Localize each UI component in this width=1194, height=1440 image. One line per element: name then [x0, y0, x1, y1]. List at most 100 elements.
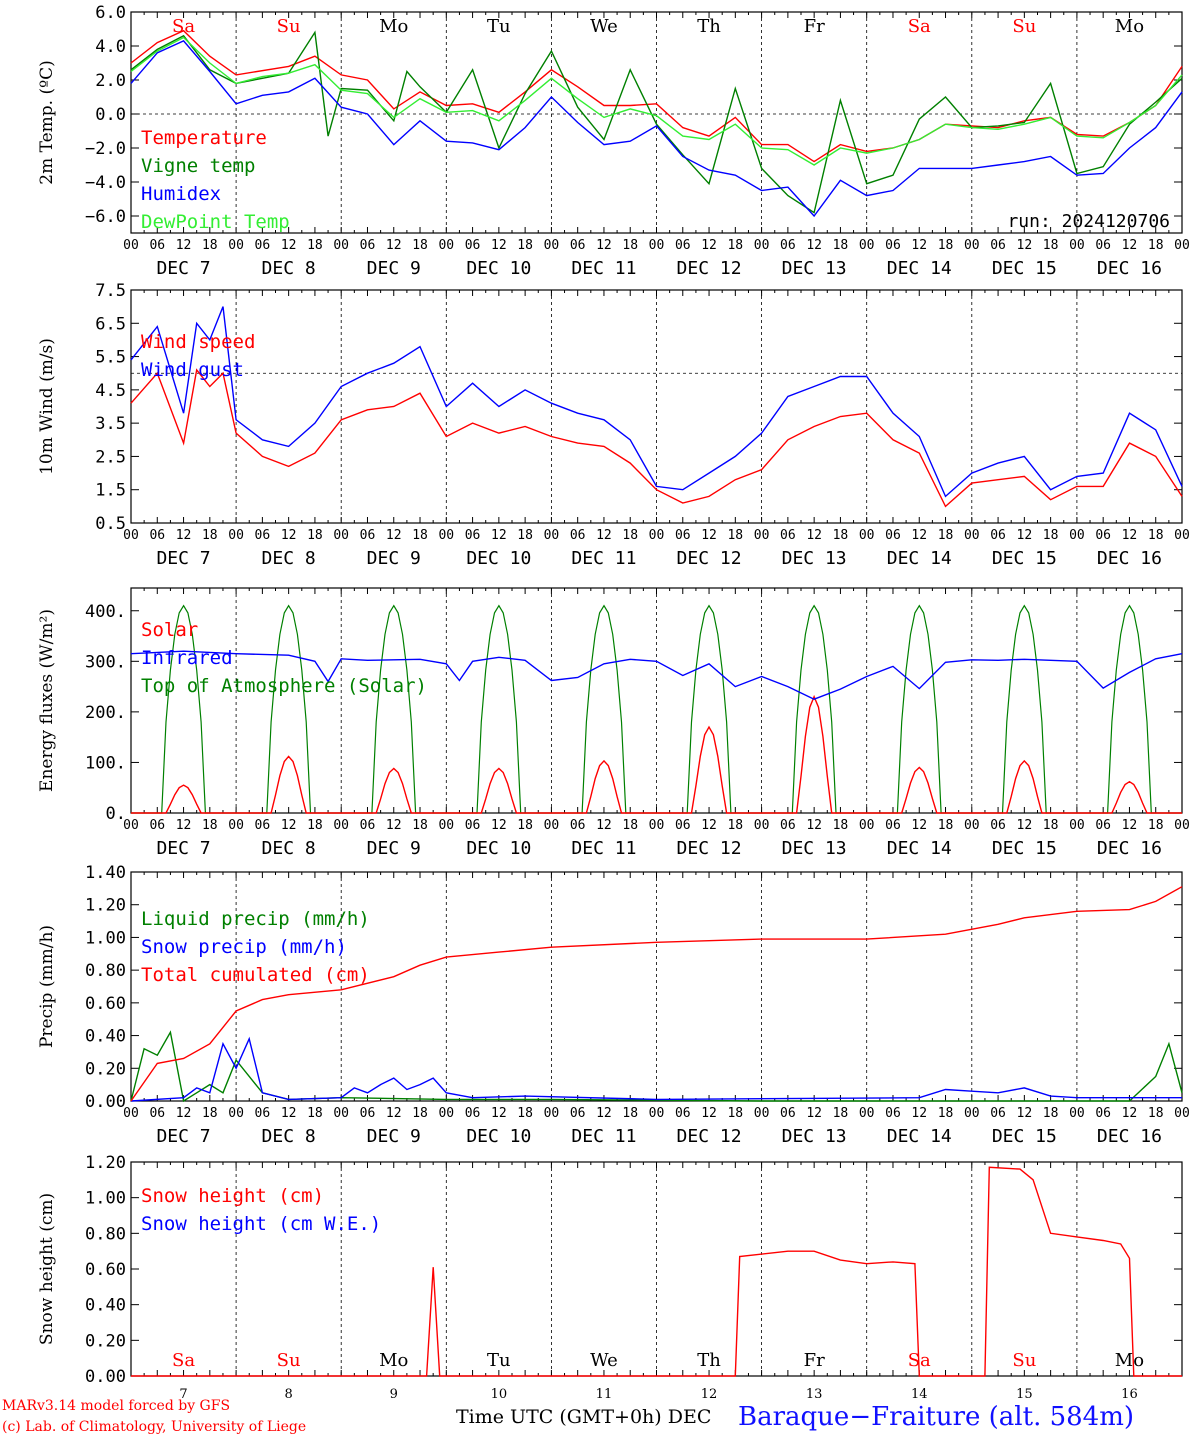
- hour-tick-label: 18: [412, 818, 428, 833]
- hour-tick-label: 18: [1148, 238, 1164, 253]
- y-tick-label: 5.5: [95, 348, 126, 368]
- hour-tick-label: 06: [149, 238, 165, 253]
- day-label: DEC 10: [466, 838, 531, 859]
- day-label: DEC 15: [992, 548, 1057, 569]
- hour-tick-label: 06: [570, 1106, 586, 1121]
- hour-tick-label: 00: [544, 818, 560, 833]
- weekday-label: Sa: [172, 16, 195, 37]
- hour-tick-label: 00: [544, 528, 560, 543]
- legend-entry: Top of Atmosphere (Solar): [141, 675, 427, 697]
- hour-tick-label: 06: [1095, 1106, 1111, 1121]
- y-tick-label: 6.0: [95, 3, 126, 23]
- hour-tick-label: 06: [885, 528, 901, 543]
- day-label: 12: [701, 1387, 718, 1402]
- day-label: DEC 13: [782, 258, 847, 279]
- hour-tick-label: 18: [307, 238, 323, 253]
- day-label: DEC 16: [1097, 1126, 1162, 1147]
- hour-tick-label: 06: [149, 528, 165, 543]
- hour-tick-label: 12: [911, 238, 927, 253]
- y-axis-label: Snow height (cm): [37, 1193, 57, 1345]
- legend-entry: Snow precip (mm/h): [141, 936, 347, 958]
- day-label: DEC 8: [262, 1126, 316, 1147]
- series-line-infrared: [130, 650, 1183, 700]
- y-tick-label: 0.: [106, 804, 126, 824]
- hour-tick-label: 18: [833, 1106, 849, 1121]
- hour-tick-label: 12: [806, 1106, 822, 1121]
- day-label: DEC 12: [677, 258, 742, 279]
- day-label: DEC 12: [677, 548, 742, 569]
- hour-tick-label: 18: [938, 238, 954, 253]
- weekday-label: Fr: [804, 16, 825, 37]
- day-label: DEC 12: [677, 838, 742, 859]
- hour-tick-label: 12: [911, 1106, 927, 1121]
- hour-tick-label: 12: [176, 1106, 192, 1121]
- weekday-label: Fr: [804, 1350, 825, 1371]
- hour-tick-label: 18: [202, 528, 218, 543]
- hour-tick-label: 12: [386, 818, 402, 833]
- hour-tick-label: 12: [701, 1106, 717, 1121]
- y-tick-label: 0.0: [95, 105, 126, 125]
- day-label: 16: [1121, 1387, 1138, 1402]
- hour-tick-label: 18: [938, 818, 954, 833]
- hour-tick-label: 00: [649, 528, 665, 543]
- panel-2: 7.5 6.5 5.5 4.5 3.5 2.5 1.5 0.5 10m Wind (m/s) 00…: [37, 281, 1190, 569]
- hour-tick-label: 00: [333, 818, 349, 833]
- day-label: DEC 16: [1097, 258, 1162, 279]
- y-tick-label: −6.0: [85, 207, 126, 227]
- hour-tick-label: 06: [780, 818, 796, 833]
- weekday-label: Su: [1012, 1350, 1036, 1371]
- hour-tick-label: 00: [1069, 238, 1085, 253]
- weekday-label: Su: [277, 1350, 301, 1371]
- y-tick-label: 0.20: [85, 1059, 126, 1079]
- hour-tick-label: 00: [1069, 528, 1085, 543]
- hour-tick-label: 00: [333, 528, 349, 543]
- time-axis-label: Time UTC (GMT+0h) DEC: [456, 1406, 712, 1428]
- legend-entry: Temperature: [141, 127, 267, 149]
- hour-tick-label: 12: [176, 818, 192, 833]
- weekday-label: Tu: [487, 16, 511, 37]
- y-tick-label: 0.00: [85, 1367, 126, 1387]
- legend-entry: Wind speed: [141, 331, 255, 353]
- legend-entry: Snow height (cm): [141, 1185, 324, 1207]
- y-tick-label: 1.20: [85, 1153, 126, 1173]
- y-axis-label: 2m Temp. (ºC): [37, 60, 57, 185]
- hour-tick-label: 18: [833, 528, 849, 543]
- y-tick-label: 0.00: [85, 1092, 126, 1112]
- hour-tick-label: 06: [360, 818, 376, 833]
- run-label: run: 2024120706: [1007, 211, 1170, 232]
- hour-tick-label: 12: [491, 528, 507, 543]
- weekday-label: We: [590, 16, 618, 37]
- hour-tick-label: 18: [517, 528, 533, 543]
- day-label: 11: [596, 1387, 613, 1402]
- y-axis-label: Precip (mm/h): [37, 925, 57, 1048]
- hour-tick-label: 12: [281, 818, 297, 833]
- hour-tick-label: 12: [281, 528, 297, 543]
- hour-tick-label: 00: [1069, 1106, 1085, 1121]
- hour-tick-label: 18: [412, 528, 428, 543]
- legend-entry: Solar: [141, 619, 198, 641]
- hour-tick-label: 18: [517, 818, 533, 833]
- y-tick-label: 7.5: [95, 281, 126, 301]
- y-tick-label: 0.5: [95, 514, 126, 534]
- hour-tick-label: 00: [964, 818, 980, 833]
- hour-tick-label: 12: [911, 818, 927, 833]
- hour-tick-label: 18: [622, 818, 638, 833]
- day-label: DEC 15: [992, 258, 1057, 279]
- legend-entry: Infrared: [141, 647, 233, 669]
- legend-entry: Humidex: [141, 183, 221, 205]
- y-tick-label: 4.0: [95, 37, 126, 57]
- y-tick-label: 1.20: [85, 896, 126, 916]
- y-tick-label: 0.40: [85, 1296, 126, 1316]
- y-tick-label: −2.0: [85, 139, 126, 159]
- hour-tick-label: 00: [859, 818, 875, 833]
- weekday-label: We: [590, 1350, 618, 1371]
- series-line-humidex: [130, 40, 1183, 218]
- hour-tick-label: 12: [911, 528, 927, 543]
- hour-tick-label: 00: [649, 818, 665, 833]
- series-line-total-cumulated-cm: [130, 886, 1183, 1102]
- hour-tick-label: 00: [123, 528, 139, 543]
- legend-entry: Vigne temp: [141, 155, 255, 177]
- day-label: 7: [179, 1387, 187, 1402]
- day-label: DEC 12: [677, 1126, 742, 1147]
- hour-tick-label: 18: [727, 238, 743, 253]
